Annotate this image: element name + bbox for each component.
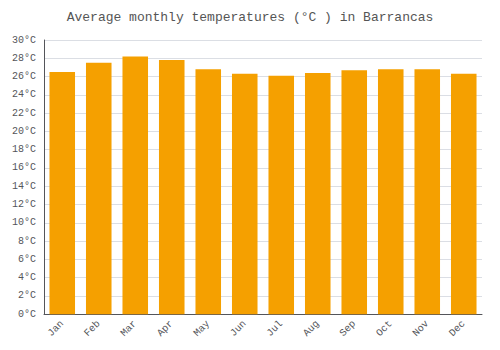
svg-text:Oct: Oct bbox=[374, 318, 394, 338]
svg-text:16°C: 16°C bbox=[12, 162, 36, 173]
svg-text:24°C: 24°C bbox=[12, 89, 36, 100]
svg-text:0°C: 0°C bbox=[18, 309, 36, 320]
svg-text:8°C: 8°C bbox=[18, 236, 36, 247]
svg-text:6°C: 6°C bbox=[18, 254, 36, 265]
svg-text:28°C: 28°C bbox=[12, 53, 36, 64]
svg-text:Jun: Jun bbox=[228, 318, 248, 338]
svg-text:22°C: 22°C bbox=[12, 108, 36, 119]
svg-text:10°C: 10°C bbox=[12, 217, 36, 228]
svg-text:Aug: Aug bbox=[301, 318, 321, 338]
svg-text:12°C: 12°C bbox=[12, 199, 36, 210]
svg-text:14°C: 14°C bbox=[12, 181, 36, 192]
svg-text:May: May bbox=[192, 318, 212, 338]
svg-text:Average monthly temperatures (: Average monthly temperatures (°C ) in Ba… bbox=[67, 10, 434, 25]
svg-text:Sep: Sep bbox=[338, 318, 358, 338]
svg-text:26°C: 26°C bbox=[12, 71, 36, 82]
svg-text:Jul: Jul bbox=[265, 318, 285, 338]
svg-text:2°C: 2°C bbox=[18, 290, 36, 301]
svg-text:Apr: Apr bbox=[155, 318, 175, 338]
svg-text:20°C: 20°C bbox=[12, 126, 36, 137]
svg-text:Dec: Dec bbox=[447, 318, 467, 338]
svg-text:30°C: 30°C bbox=[12, 35, 36, 46]
svg-text:Jan: Jan bbox=[46, 318, 66, 338]
svg-text:4°C: 4°C bbox=[18, 272, 36, 283]
svg-text:Mar: Mar bbox=[119, 318, 139, 338]
svg-text:18°C: 18°C bbox=[12, 144, 36, 155]
svg-text:Nov: Nov bbox=[411, 318, 431, 338]
svg-text:Feb: Feb bbox=[82, 318, 102, 338]
